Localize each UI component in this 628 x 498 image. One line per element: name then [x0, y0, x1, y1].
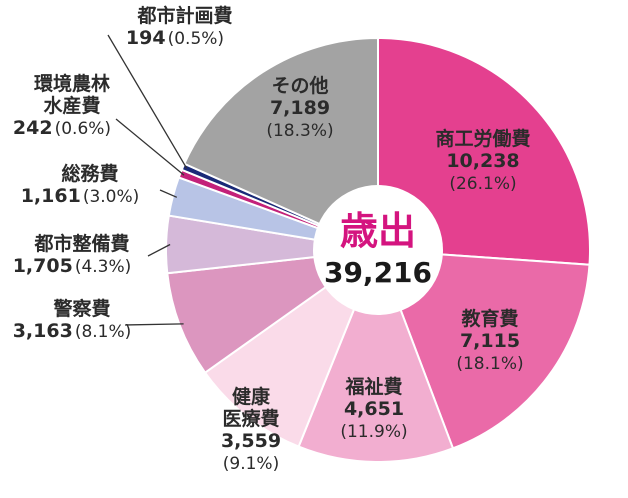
slice-percent: (0.5%) — [168, 29, 224, 49]
pie-slice — [376, 248, 591, 450]
slice-name: 健康 — [232, 385, 271, 408]
slice-percent: (3.0%) — [83, 187, 139, 207]
slice-value: 194 — [126, 27, 166, 49]
slice-percent: (11.9%) — [340, 422, 407, 442]
slice-percent: (18.3%) — [266, 121, 333, 141]
center-disc — [313, 185, 443, 315]
slice-name: 商工労働費 — [435, 127, 530, 150]
pie-slice — [183, 36, 379, 252]
slice-label: 環境農林水産費 242 (0.6%) — [13, 72, 111, 139]
slice-label: その他 7,189 (18.3%) — [266, 74, 333, 141]
slice-percent: (18.1%) — [456, 354, 523, 374]
slice-label: 教育費 7,115 (18.1%) — [456, 307, 523, 374]
slice-value: 242 — [13, 117, 53, 139]
slice-value: 3,559 — [221, 430, 281, 452]
slice-percent: (4.3%) — [75, 257, 131, 277]
pie-slice — [297, 247, 455, 463]
slice-value: 1,705 — [13, 255, 73, 277]
slice-name: 都市計画費 — [136, 4, 232, 27]
slice-name: 警察費 — [53, 297, 110, 320]
slice-name: その他 — [271, 74, 328, 97]
slice-value: 4,651 — [344, 398, 404, 420]
slice-percent: (9.1%) — [223, 454, 279, 474]
slice-name: 水産費 — [43, 94, 100, 117]
pie-slice — [203, 247, 381, 448]
slice-label: 警察費 3,163 (8.1%) — [13, 297, 132, 342]
slice-name: 都市整備費 — [33, 232, 129, 255]
slice-value: 3,163 — [13, 320, 73, 342]
slice-labels: 商工労働費 10,238 (26.1%) 教育費 7,115 (18.1%) 福祉費 4,65… — [13, 4, 531, 474]
leader-line — [107, 34, 188, 169]
leader-line — [124, 323, 184, 326]
slice-label: 都市整備費 1,705 (4.3%) — [13, 232, 132, 277]
pie-slice — [377, 36, 591, 266]
slice-value: 7,115 — [460, 330, 520, 352]
leader-line — [147, 243, 171, 257]
slice-label: 福祉費 4,651 (11.9%) — [340, 375, 407, 442]
center-total: 39,216 — [324, 256, 432, 289]
leader-lines — [107, 34, 188, 326]
slice-value: 1,161 — [21, 185, 81, 207]
slice-name: 環境農林 — [34, 72, 110, 95]
leader-line — [115, 118, 185, 176]
center-title: 歳出 — [340, 209, 416, 253]
slice-percent: (26.1%) — [449, 174, 516, 194]
slice-value: 7,189 — [270, 97, 330, 119]
slice-label: 商工労働費 10,238 (26.1%) — [435, 127, 530, 194]
slice-percent: (8.1%) — [75, 322, 131, 342]
leader-line — [159, 189, 178, 198]
slice-name: 医療費 — [222, 407, 279, 430]
slice-label: 総務費 1,161 (3.0%) — [21, 162, 140, 207]
slice-name: 総務費 — [61, 162, 118, 185]
slice-name: 教育費 — [461, 307, 518, 330]
slice-label: 健康医療費 3,559 (9.1%) — [221, 385, 281, 474]
slice-percent: (0.6%) — [55, 119, 111, 139]
slice-value: 10,238 — [446, 150, 519, 172]
slice-label: 都市計画費 194 (0.5%) — [126, 4, 233, 49]
slice-name: 福祉費 — [344, 375, 402, 398]
